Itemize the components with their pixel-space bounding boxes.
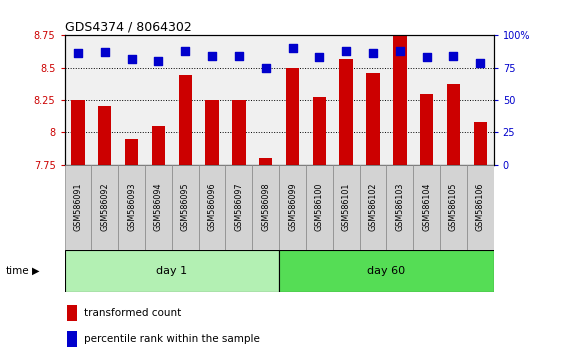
Bar: [259, 158, 273, 165]
Point: [234, 53, 243, 59]
Bar: [279, 165, 306, 250]
Point: [288, 45, 297, 51]
Point: [315, 55, 324, 60]
Text: GDS4374 / 8064302: GDS4374 / 8064302: [65, 21, 191, 34]
Bar: [199, 165, 226, 250]
Bar: [125, 139, 138, 165]
Text: day 60: day 60: [367, 266, 406, 276]
Text: GSM586106: GSM586106: [476, 183, 485, 231]
Bar: [312, 97, 326, 165]
Bar: [360, 165, 387, 250]
Text: time: time: [6, 266, 29, 276]
Point: [369, 51, 378, 56]
Bar: [178, 75, 192, 165]
Bar: [151, 126, 165, 165]
Bar: [306, 165, 333, 250]
Bar: [473, 122, 487, 165]
Bar: [118, 165, 145, 250]
Text: GSM586102: GSM586102: [369, 183, 378, 232]
Text: GSM586104: GSM586104: [422, 183, 431, 231]
Point: [396, 48, 404, 54]
Text: day 1: day 1: [157, 266, 187, 276]
Bar: [467, 165, 494, 250]
Point: [154, 58, 163, 64]
Bar: [65, 250, 279, 292]
Bar: [339, 59, 353, 165]
Bar: [333, 165, 360, 250]
Bar: [172, 165, 199, 250]
Bar: [393, 35, 407, 165]
Bar: [67, 305, 77, 321]
Bar: [387, 165, 413, 250]
Bar: [232, 100, 246, 165]
Text: GSM586098: GSM586098: [261, 183, 270, 232]
Bar: [286, 68, 299, 165]
Text: GSM586095: GSM586095: [181, 183, 190, 232]
Point: [476, 60, 485, 65]
Bar: [205, 100, 219, 165]
Text: GSM586092: GSM586092: [100, 183, 109, 232]
Text: ▶: ▶: [32, 266, 39, 276]
Bar: [447, 85, 460, 165]
Bar: [98, 107, 112, 165]
Point: [208, 53, 217, 59]
Text: GSM586093: GSM586093: [127, 183, 136, 232]
Point: [261, 65, 270, 70]
Bar: [366, 73, 380, 165]
Text: percentile rank within the sample: percentile rank within the sample: [84, 334, 260, 344]
Bar: [440, 165, 467, 250]
Text: GSM586091: GSM586091: [73, 183, 82, 232]
Text: GSM586094: GSM586094: [154, 183, 163, 232]
Point: [73, 51, 82, 56]
Text: GSM586097: GSM586097: [234, 183, 243, 232]
Bar: [71, 100, 85, 165]
Bar: [67, 331, 77, 347]
Bar: [65, 165, 91, 250]
Text: transformed count: transformed count: [84, 308, 181, 318]
Bar: [420, 93, 433, 165]
Point: [342, 48, 351, 54]
Text: GSM586096: GSM586096: [208, 183, 217, 232]
Bar: [252, 165, 279, 250]
Point: [127, 56, 136, 62]
Text: GSM586105: GSM586105: [449, 183, 458, 232]
Text: GSM586099: GSM586099: [288, 183, 297, 232]
Point: [181, 48, 190, 54]
Bar: [226, 165, 252, 250]
Bar: [413, 165, 440, 250]
Bar: [145, 165, 172, 250]
Text: GSM586103: GSM586103: [396, 183, 404, 231]
Point: [100, 49, 109, 55]
Bar: [91, 165, 118, 250]
Text: GSM586100: GSM586100: [315, 183, 324, 231]
Text: GSM586101: GSM586101: [342, 183, 351, 231]
Point: [449, 53, 458, 59]
Point: [422, 55, 431, 60]
Bar: [279, 250, 494, 292]
